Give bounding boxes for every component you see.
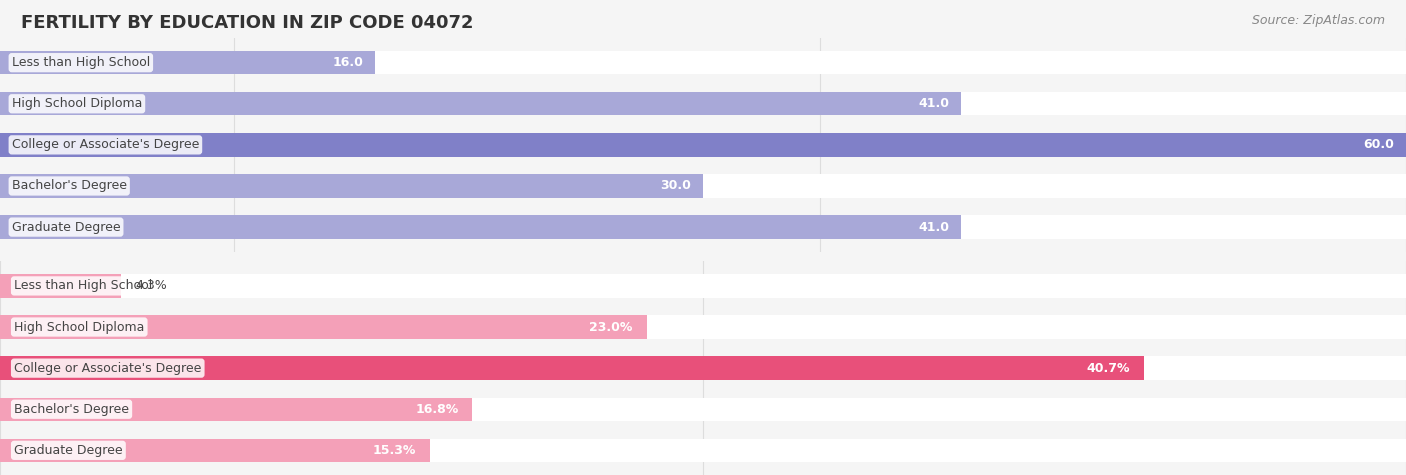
Text: 41.0: 41.0 [918, 97, 949, 110]
Text: Less than High School: Less than High School [11, 56, 150, 69]
Bar [0, 215, 1406, 239]
Text: 41.0: 41.0 [918, 220, 949, 234]
Text: Bachelor's Degree: Bachelor's Degree [14, 403, 129, 416]
Bar [0, 215, 960, 239]
Bar [0, 274, 121, 298]
Bar [0, 174, 703, 198]
Text: College or Associate's Degree: College or Associate's Degree [14, 361, 201, 375]
Text: 16.8%: 16.8% [415, 403, 458, 416]
Bar [0, 51, 1406, 75]
Text: 4.3%: 4.3% [135, 279, 167, 293]
Bar [0, 315, 1406, 339]
Bar [0, 398, 1406, 421]
Text: High School Diploma: High School Diploma [14, 321, 145, 333]
Bar [0, 438, 1406, 462]
Text: 23.0%: 23.0% [589, 321, 633, 333]
Text: 60.0: 60.0 [1364, 138, 1395, 152]
Bar [0, 133, 1406, 157]
Text: 15.3%: 15.3% [373, 444, 416, 457]
Bar [0, 133, 1406, 157]
Text: Graduate Degree: Graduate Degree [14, 444, 122, 457]
Bar [0, 356, 1406, 380]
Bar [0, 92, 1406, 115]
Bar [0, 174, 1406, 198]
Text: FERTILITY BY EDUCATION IN ZIP CODE 04072: FERTILITY BY EDUCATION IN ZIP CODE 04072 [21, 14, 474, 32]
Text: Graduate Degree: Graduate Degree [11, 220, 121, 234]
Text: 40.7%: 40.7% [1087, 361, 1130, 375]
Text: High School Diploma: High School Diploma [11, 97, 142, 110]
Bar [0, 356, 1144, 380]
Text: Source: ZipAtlas.com: Source: ZipAtlas.com [1251, 14, 1385, 27]
Bar [0, 438, 430, 462]
Bar [0, 274, 1406, 298]
Bar [0, 92, 960, 115]
Bar [0, 315, 647, 339]
Text: 16.0: 16.0 [332, 56, 363, 69]
Text: 30.0: 30.0 [661, 180, 692, 192]
Text: College or Associate's Degree: College or Associate's Degree [11, 138, 200, 152]
Bar [0, 398, 472, 421]
Text: Bachelor's Degree: Bachelor's Degree [11, 180, 127, 192]
Text: Less than High School: Less than High School [14, 279, 152, 293]
Bar [0, 51, 375, 75]
